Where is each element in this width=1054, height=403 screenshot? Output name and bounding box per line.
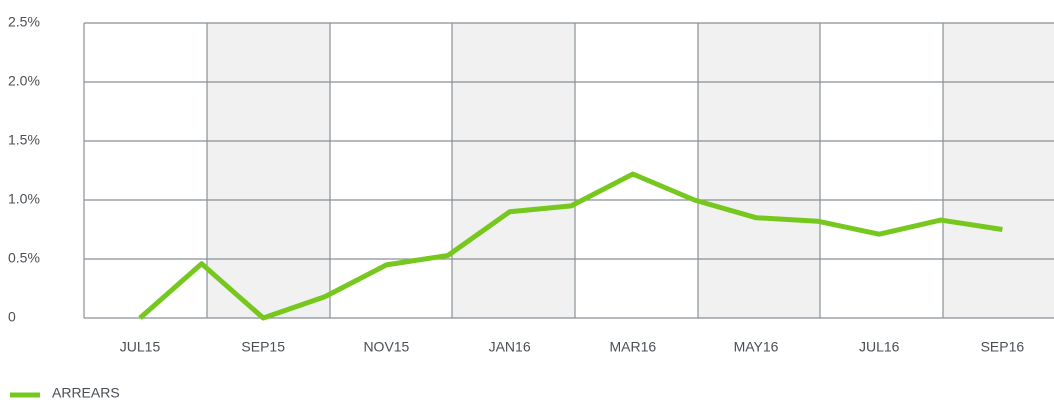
vertical-grid: [83, 23, 944, 318]
x-tick-label: MAR16: [609, 339, 656, 355]
x-tick-label: MAY16: [734, 339, 779, 355]
stripe: [207, 23, 330, 318]
x-tick-label: JAN16: [489, 339, 531, 355]
y-tick-label: 1.0%: [8, 191, 40, 207]
x-tick-label: JUL15: [120, 339, 161, 355]
legend-label: ARREARS: [52, 385, 120, 401]
x-tick-label: SEP15: [241, 339, 285, 355]
stripe: [943, 23, 1054, 318]
x-tick-label: NOV15: [363, 339, 409, 355]
column-stripes: [207, 23, 1054, 318]
y-tick-label: 2.5%: [8, 14, 40, 30]
y-tick-label: 1.5%: [8, 132, 40, 148]
stripe: [698, 23, 820, 318]
y-tick-label: 0: [8, 309, 16, 325]
x-tick-label: JUL16: [859, 339, 900, 355]
x-tick-label: SEP16: [981, 339, 1025, 355]
y-tick-label: 2.0%: [8, 73, 40, 89]
series-line: [138, 171, 1003, 321]
y-tick-label: 0.5%: [8, 250, 40, 266]
stripe: [452, 23, 575, 318]
